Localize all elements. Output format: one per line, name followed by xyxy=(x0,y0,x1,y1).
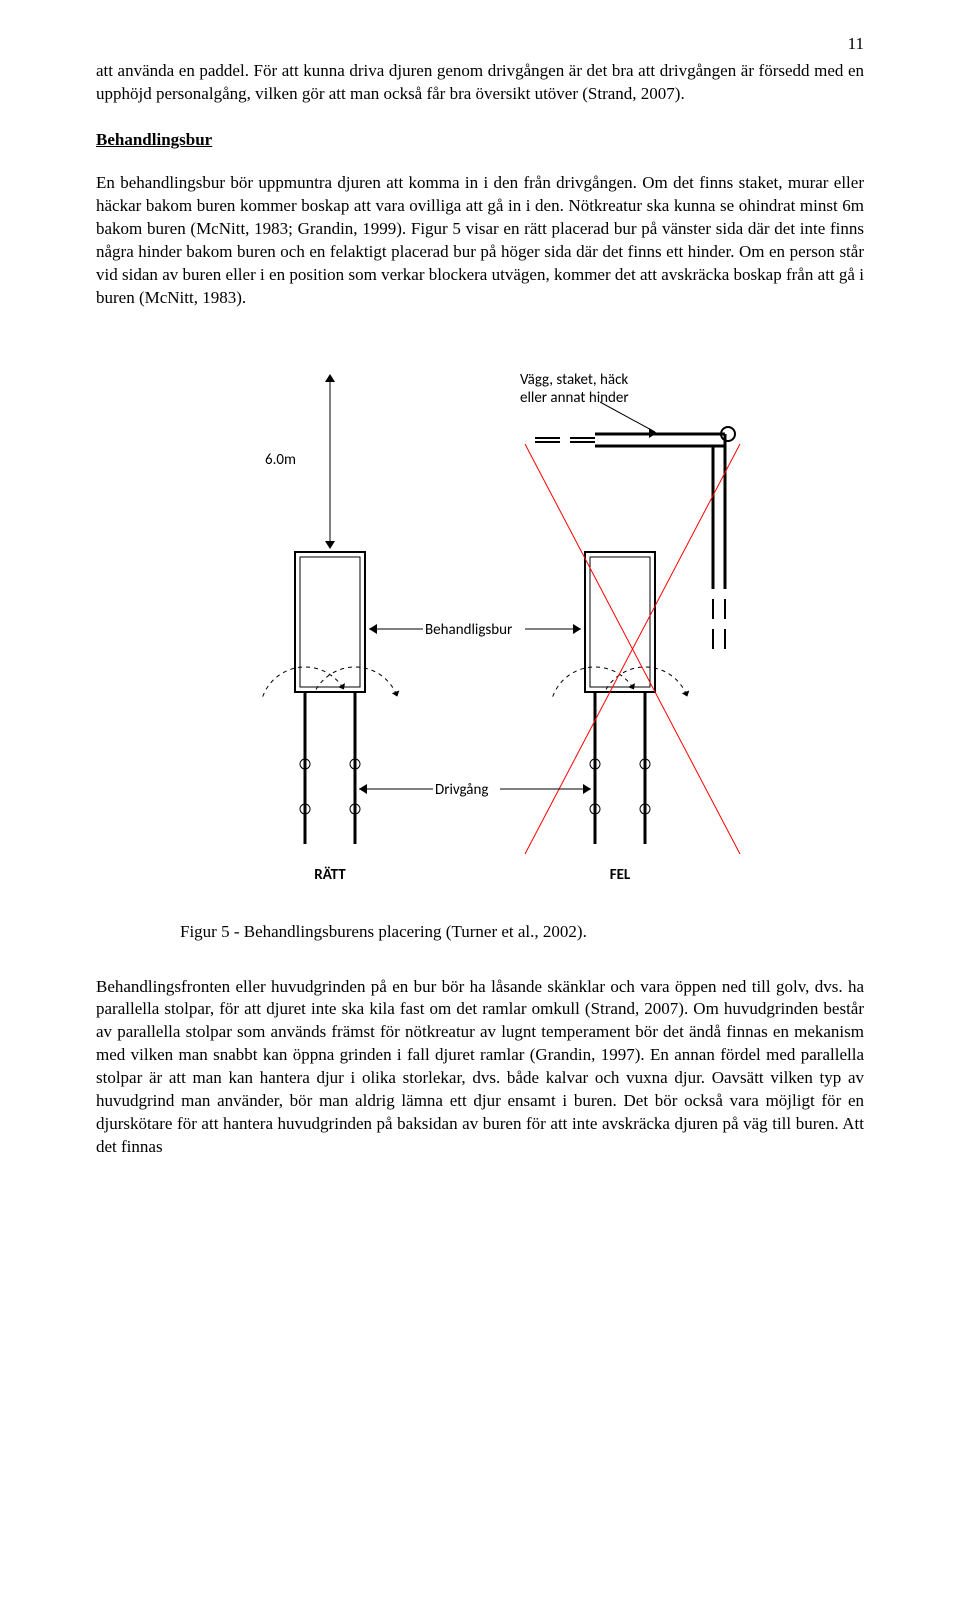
after-figure-paragraph: Behandlingsfronten eller huvudgrinden på… xyxy=(96,976,864,1160)
svg-text:FEL: FEL xyxy=(610,866,631,884)
svg-text:RÄTT: RÄTT xyxy=(314,865,346,884)
figure-caption: Figur 5 - Behandlingsburens placering (T… xyxy=(180,922,864,942)
body-paragraph: En behandlingsbur bör uppmuntra djuren a… xyxy=(96,172,864,310)
figure-5: 6.0m RÄTT Behandligsbur Drivgång Vägg, stake… xyxy=(96,334,864,942)
diagram-svg: 6.0m RÄTT Behandligsbur Drivgång Vägg, stake… xyxy=(180,334,780,894)
svg-text:6.0m: 6.0m xyxy=(265,451,296,469)
svg-text:Drivgång: Drivgång xyxy=(435,781,488,799)
section-heading-behandlingsbur: Behandlingsbur xyxy=(96,130,864,150)
intro-paragraph: att använda en paddel. För att kunna dri… xyxy=(96,60,864,106)
svg-text:Vägg, staket, häckeller annat: Vägg, staket, häckeller annat hinder xyxy=(520,371,629,407)
svg-text:Behandligsbur: Behandligsbur xyxy=(425,621,512,639)
page-number: 11 xyxy=(848,34,864,54)
document-page: 11 att använda en paddel. För att kunna … xyxy=(0,0,960,1599)
